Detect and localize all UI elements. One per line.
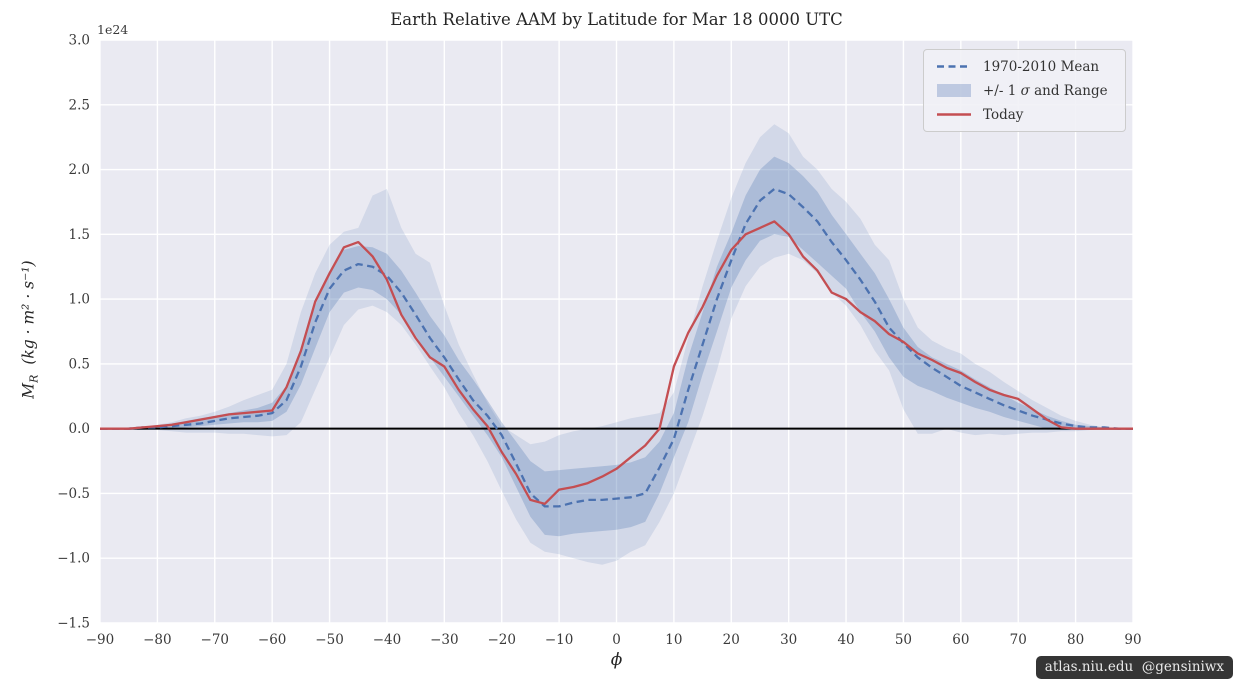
- band-patch-swatch-icon: [937, 84, 971, 97]
- y-tick-label: 0.0: [69, 421, 90, 437]
- x-tick-label: −90: [86, 632, 115, 648]
- x-tick-label: −10: [545, 632, 574, 648]
- x-tick-label: −20: [487, 632, 516, 648]
- sigma-symbol: σ: [1020, 82, 1030, 99]
- attribution-badge: atlas.niu.edu @gensiniwx: [1035, 656, 1233, 679]
- y-axis-offset-text: 1e24: [97, 22, 129, 37]
- x-tick-label: −50: [315, 632, 344, 648]
- today-line: [100, 220, 1133, 505]
- x-tick-label: 30: [780, 632, 797, 648]
- y-tick-label: 2.0: [69, 162, 90, 178]
- dashed-line-swatch-icon: [937, 65, 971, 68]
- y-tick-label: −0.5: [57, 486, 90, 502]
- solid-line-swatch-icon: [937, 113, 971, 116]
- x-tick-label: 60: [952, 632, 969, 648]
- chart-title: Earth Relative AAM by Latitude for Mar 1…: [390, 10, 843, 29]
- sigma-band: [100, 156, 1133, 537]
- mean-line: [100, 187, 1133, 508]
- y-tick-label: 3.0: [69, 33, 90, 49]
- legend-label-band: +/- 1 σ and Range: [983, 82, 1108, 99]
- y-axis-units: (kg · m² · s⁻¹): [19, 260, 38, 365]
- x-tick-label: −40: [373, 632, 402, 648]
- legend-entry-mean: 1970-2010 Mean: [935, 58, 1114, 75]
- x-axis-label: ϕ: [610, 650, 623, 670]
- x-tick-label: 50: [895, 632, 912, 648]
- x-tick-label: 70: [1010, 632, 1027, 648]
- y-axis-label: MR (kg · m² · s⁻¹): [19, 215, 40, 445]
- y-tick-label: −1.0: [57, 551, 90, 567]
- range-band: [100, 124, 1133, 565]
- legend-entry-band: +/- 1 σ and Range: [935, 82, 1114, 99]
- x-tick-label: 10: [665, 632, 682, 648]
- y-axis-subscript: R: [27, 374, 41, 383]
- legend: 1970-2010 Mean +/- 1 σ and Range Today: [923, 49, 1126, 132]
- x-tick-label: −70: [201, 632, 230, 648]
- x-tick-label: 80: [1067, 632, 1084, 648]
- x-tick-label: 90: [1124, 632, 1141, 648]
- y-tick-label: 0.5: [69, 356, 90, 372]
- legend-label-today: Today: [983, 106, 1024, 123]
- y-tick-label: −1.5: [57, 616, 90, 632]
- x-tick-label: −60: [258, 632, 287, 648]
- x-tick-label: 20: [723, 632, 740, 648]
- legend-label-mean: 1970-2010 Mean: [983, 58, 1100, 75]
- y-tick-label: 1.5: [69, 227, 90, 243]
- y-tick-label: 2.5: [69, 97, 90, 113]
- y-tick-label: 1.0: [69, 292, 90, 308]
- x-tick-label: 0: [612, 632, 621, 648]
- legend-entry-today: Today: [935, 106, 1114, 123]
- x-tick-label: −80: [143, 632, 172, 648]
- x-tick-label: 40: [837, 632, 854, 648]
- y-axis-symbol: M: [19, 382, 38, 399]
- x-tick-label: −30: [430, 632, 459, 648]
